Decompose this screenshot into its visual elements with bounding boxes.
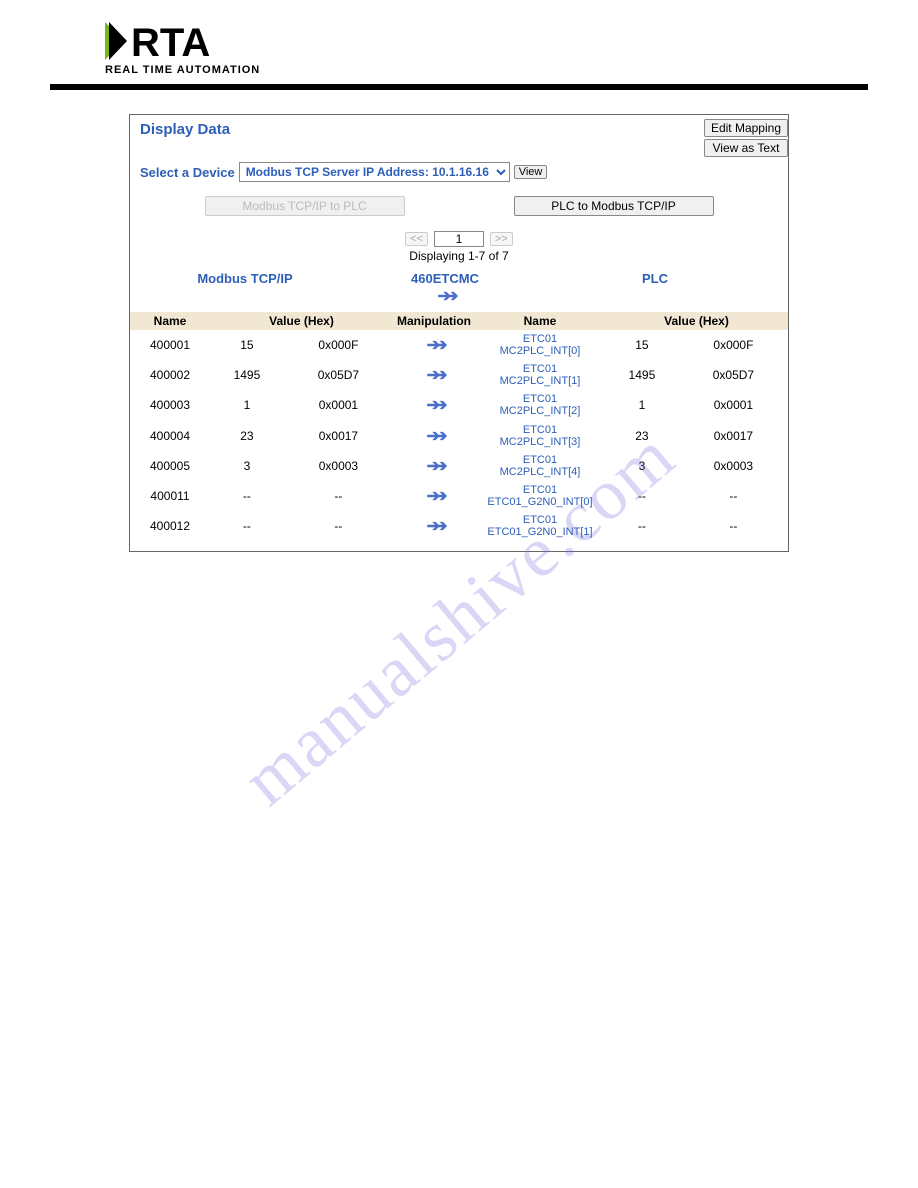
page-input[interactable]	[434, 231, 484, 247]
cell-right-hex: 0x05D7	[679, 360, 788, 390]
cell-right-hex: 0x0017	[679, 421, 788, 451]
display-data-panel: Display Data Edit Mapping View as Text S…	[129, 114, 789, 552]
cell-right-hex: 0x0001	[679, 390, 788, 420]
table-header-row: Name Value (Hex) Manipulation Name Value…	[130, 312, 788, 330]
cell-manipulation: ➔➔	[393, 330, 475, 360]
col-manipulation: Manipulation	[393, 312, 475, 330]
view-as-text-button[interactable]: View as Text	[704, 139, 788, 157]
edit-mapping-button[interactable]: Edit Mapping	[704, 119, 788, 137]
cell-manipulation: ➔➔	[393, 451, 475, 481]
cell-value: --	[210, 511, 284, 541]
cell-right-value: 1	[605, 390, 679, 420]
cell-manipulation: ➔➔	[393, 390, 475, 420]
cell-right-hex: --	[679, 481, 788, 511]
cell-hex: 0x0001	[284, 390, 393, 420]
cell-right-name: ETC01MC2PLC_INT[4]	[475, 451, 605, 481]
col-name-right: Name	[475, 312, 605, 330]
device-select[interactable]: Modbus TCP Server IP Address: 10.1.16.16	[239, 162, 510, 182]
cell-right-hex: 0x0003	[679, 451, 788, 481]
panel-title: Display Data	[130, 121, 788, 138]
cell-addr: 400001	[130, 330, 210, 360]
cell-hex: 0x0003	[284, 451, 393, 481]
cell-addr: 400011	[130, 481, 210, 511]
cell-hex: 0x0017	[284, 421, 393, 451]
cell-value: --	[210, 481, 284, 511]
section-label-gateway: 460ETCMC	[360, 271, 530, 286]
cell-value: 23	[210, 421, 284, 451]
svg-text:RTA: RTA	[131, 21, 210, 62]
cell-addr: 400005	[130, 451, 210, 481]
col-value-hex-right: Value (Hex)	[605, 312, 788, 330]
cell-right-value: --	[605, 511, 679, 541]
data-table: Name Value (Hex) Manipulation Name Value…	[130, 312, 788, 541]
cell-right-name: ETC01ETC01_G2N0_INT[0]	[475, 481, 605, 511]
section-label-modbus: Modbus TCP/IP	[130, 271, 360, 306]
arrow-icon: ➔➔	[427, 428, 442, 445]
cell-right-value: 15	[605, 330, 679, 360]
cell-right-value: --	[605, 481, 679, 511]
table-row: 400004230x0017➔➔ETC01MC2PLC_INT[3]230x00…	[130, 421, 788, 451]
table-row: 400012----➔➔ETC01ETC01_G2N0_INT[1]----	[130, 511, 788, 541]
cell-hex: --	[284, 511, 393, 541]
cell-right-hex: --	[679, 511, 788, 541]
logo: RTA REAL TIME AUTOMATION	[105, 20, 868, 76]
next-page-button[interactable]: >>	[490, 232, 513, 246]
cell-addr: 400004	[130, 421, 210, 451]
col-name-left: Name	[130, 312, 210, 330]
table-row: 400011----➔➔ETC01ETC01_G2N0_INT[0]----	[130, 481, 788, 511]
cell-addr: 400003	[130, 390, 210, 420]
rta-logo-icon: RTA	[105, 20, 235, 62]
direction-plc-to-modbus-button[interactable]: PLC to Modbus TCP/IP	[514, 196, 714, 216]
table-row: 40000214950x05D7➔➔ETC01MC2PLC_INT[1]1495…	[130, 360, 788, 390]
cell-manipulation: ➔➔	[393, 421, 475, 451]
cell-hex: --	[284, 481, 393, 511]
table-row: 400001150x000F➔➔ETC01MC2PLC_INT[0]150x00…	[130, 330, 788, 360]
cell-hex: 0x05D7	[284, 360, 393, 390]
cell-right-value: 1495	[605, 360, 679, 390]
pager-info: Displaying 1-7 of 7	[130, 249, 788, 263]
cell-value: 1	[210, 390, 284, 420]
cell-right-name: ETC01MC2PLC_INT[0]	[475, 330, 605, 360]
cell-addr: 400012	[130, 511, 210, 541]
view-button[interactable]: View	[514, 165, 548, 179]
prev-page-button[interactable]: <<	[405, 232, 428, 246]
cell-right-hex: 0x000F	[679, 330, 788, 360]
arrow-icon: ➔➔	[427, 337, 442, 354]
cell-value: 15	[210, 330, 284, 360]
pager: << >> Displaying 1-7 of 7	[130, 230, 788, 263]
cell-manipulation: ➔➔	[393, 481, 475, 511]
cell-right-name: ETC01ETC01_G2N0_INT[1]	[475, 511, 605, 541]
cell-right-name: ETC01MC2PLC_INT[2]	[475, 390, 605, 420]
col-value-hex-left: Value (Hex)	[210, 312, 393, 330]
arrow-icon: ➔➔	[427, 367, 442, 384]
cell-manipulation: ➔➔	[393, 360, 475, 390]
select-device-label: Select a Device	[140, 165, 235, 180]
cell-right-name: ETC01MC2PLC_INT[3]	[475, 421, 605, 451]
header-divider	[50, 84, 868, 90]
cell-right-value: 23	[605, 421, 679, 451]
cell-manipulation: ➔➔	[393, 511, 475, 541]
cell-hex: 0x000F	[284, 330, 393, 360]
cell-addr: 400002	[130, 360, 210, 390]
cell-right-value: 3	[605, 451, 679, 481]
arrow-icon: ➔➔	[427, 488, 442, 505]
direction-modbus-to-plc-button[interactable]: Modbus TCP/IP to PLC	[205, 196, 405, 216]
arrow-icon: ➔➔	[427, 397, 442, 414]
table-row: 40000310x0001➔➔ETC01MC2PLC_INT[2]10x0001	[130, 390, 788, 420]
table-row: 40000530x0003➔➔ETC01MC2PLC_INT[4]30x0003	[130, 451, 788, 481]
cell-value: 3	[210, 451, 284, 481]
arrow-icon: ➔➔	[360, 286, 530, 306]
cell-right-name: ETC01MC2PLC_INT[1]	[475, 360, 605, 390]
cell-value: 1495	[210, 360, 284, 390]
arrow-icon: ➔➔	[427, 518, 442, 535]
section-label-plc: PLC	[530, 271, 780, 306]
logo-subtitle: REAL TIME AUTOMATION	[105, 64, 868, 76]
arrow-icon: ➔➔	[427, 458, 442, 475]
